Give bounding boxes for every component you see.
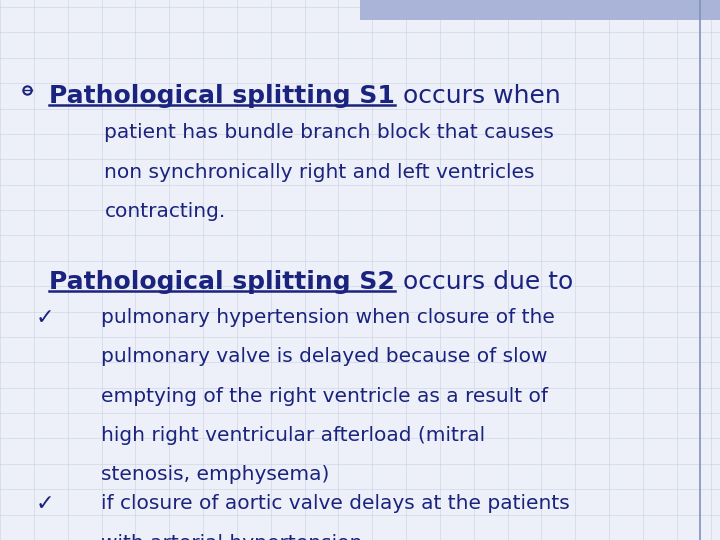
Text: patient has bundle branch block that causes: patient has bundle branch block that cau… [104, 123, 554, 142]
Text: emptying of the right ventricle as a result of: emptying of the right ventricle as a res… [101, 387, 548, 406]
Text: non synchronically right and left ventricles: non synchronically right and left ventri… [104, 163, 535, 181]
Text: occurs due to: occurs due to [395, 270, 573, 294]
Text: ✓: ✓ [36, 308, 55, 328]
Text: with arterial hypertension.: with arterial hypertension. [101, 534, 369, 540]
Text: high right ventricular afterload (mitral: high right ventricular afterload (mitral [101, 426, 485, 445]
Text: pulmonary hypertension when closure of the: pulmonary hypertension when closure of t… [101, 308, 554, 327]
Text: if closure of aortic valve delays at the patients: if closure of aortic valve delays at the… [101, 494, 570, 513]
Bar [360, 0, 720, 20]
Text: Pathological splitting S1: Pathological splitting S1 [49, 84, 395, 107]
Text: contracting.: contracting. [104, 202, 225, 221]
Text: ✓: ✓ [36, 494, 55, 514]
Text: Pathological splitting S2: Pathological splitting S2 [49, 270, 395, 294]
Text: stenosis, emphysema): stenosis, emphysema) [101, 465, 329, 484]
Text: pulmonary valve is delayed because of slow: pulmonary valve is delayed because of sl… [101, 347, 547, 366]
Text: occurs when: occurs when [395, 84, 561, 107]
